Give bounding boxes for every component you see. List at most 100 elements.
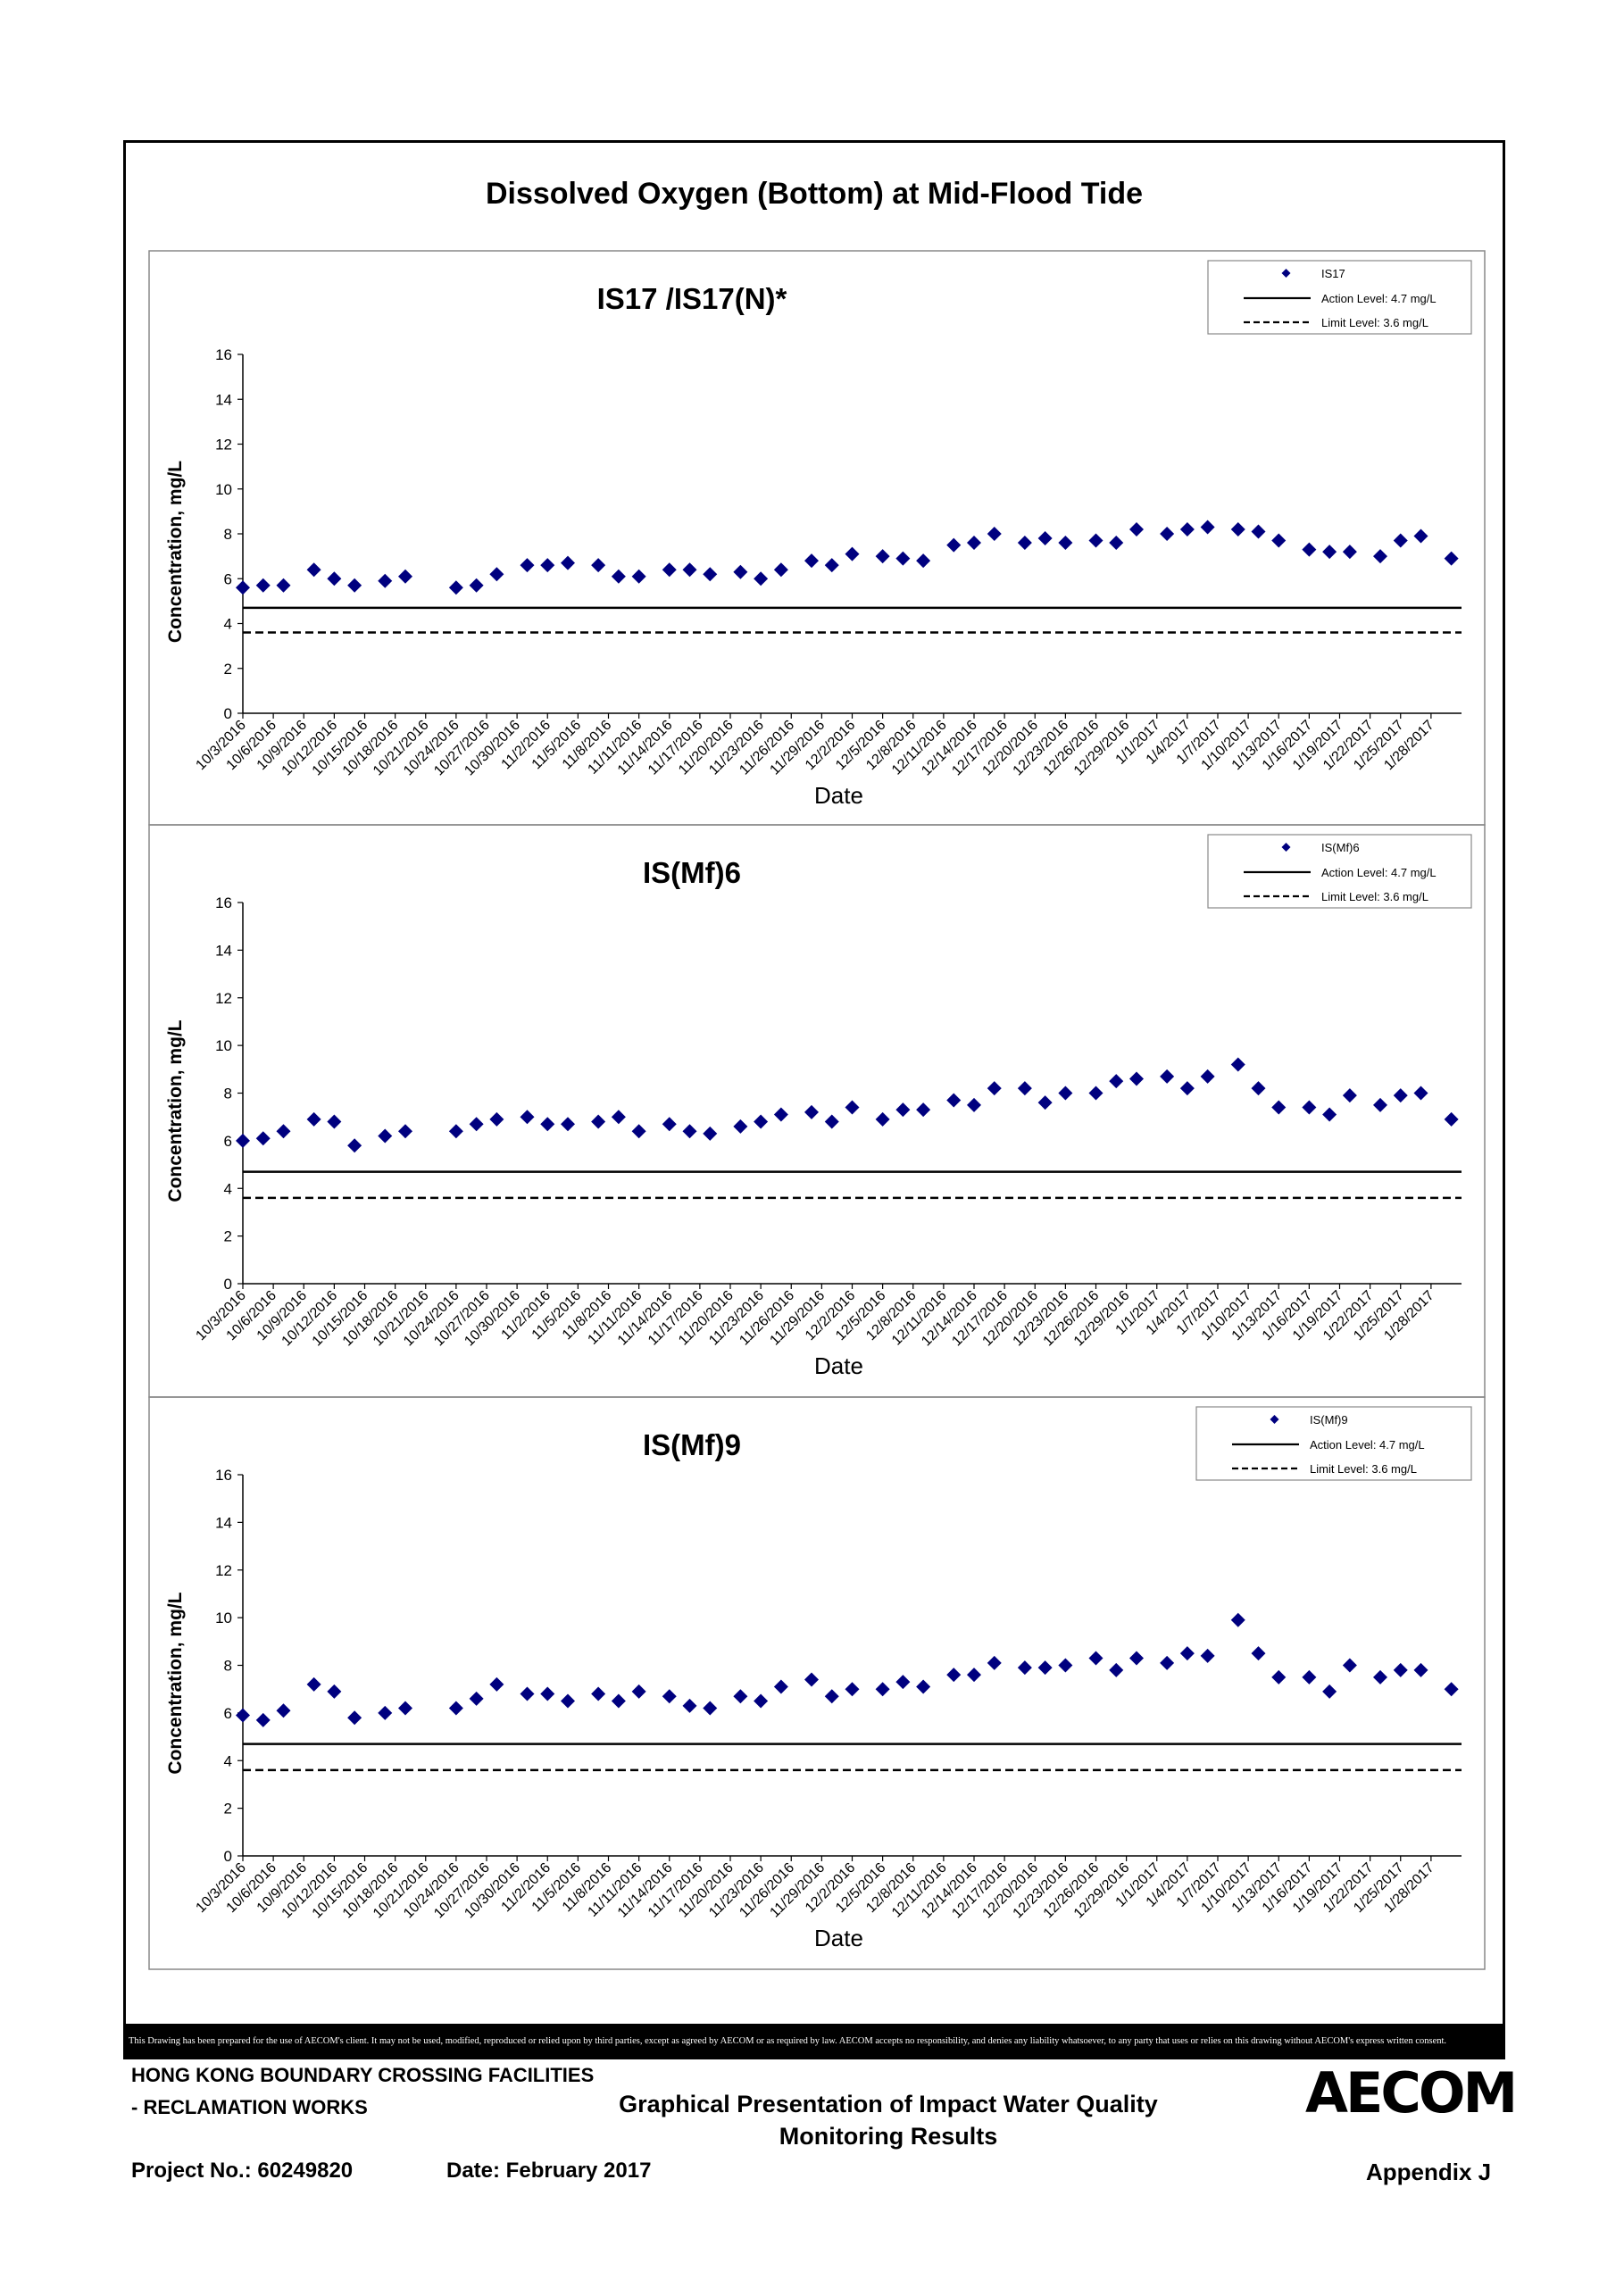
data-point bbox=[845, 1682, 860, 1697]
data-point bbox=[682, 562, 697, 578]
data-point bbox=[1342, 1088, 1357, 1103]
data-point bbox=[398, 1701, 412, 1716]
data-point bbox=[1373, 1669, 1387, 1685]
chart-title: IS17 /IS17(N)* bbox=[597, 282, 787, 315]
data-point bbox=[561, 1117, 575, 1132]
y-tick-label: 16 bbox=[215, 894, 232, 911]
data-point bbox=[469, 1691, 484, 1706]
y-tick-label: 14 bbox=[215, 391, 232, 408]
data-point bbox=[895, 551, 911, 566]
data-point bbox=[631, 569, 646, 584]
data-point bbox=[1251, 524, 1266, 539]
data-point bbox=[347, 578, 362, 593]
y-tick-label: 10 bbox=[215, 481, 232, 498]
data-point bbox=[946, 1093, 962, 1108]
data-point bbox=[378, 1128, 393, 1144]
data-point bbox=[1302, 542, 1317, 557]
data-point bbox=[1109, 1074, 1124, 1089]
data-point bbox=[448, 580, 463, 595]
data-point bbox=[448, 1701, 463, 1716]
data-point bbox=[1271, 533, 1287, 548]
data-point bbox=[1413, 1086, 1428, 1101]
data-point bbox=[703, 567, 718, 582]
y-tick-label: 16 bbox=[215, 346, 232, 363]
data-point bbox=[1058, 1086, 1073, 1101]
data-point bbox=[561, 555, 575, 570]
legend-label: Limit Level: 3.6 mg/L bbox=[1321, 890, 1428, 903]
data-point bbox=[987, 1655, 1002, 1670]
chart-1: IS17 /IS17(N)*024681012141610/3/201610/6… bbox=[148, 250, 1486, 826]
data-point bbox=[1160, 527, 1175, 541]
y-tick-label: 8 bbox=[224, 1086, 232, 1102]
data-point bbox=[276, 578, 291, 593]
data-point bbox=[448, 1124, 463, 1139]
data-point bbox=[1179, 521, 1195, 537]
data-point bbox=[875, 1111, 890, 1127]
legend-label: IS(Mf)6 bbox=[1321, 841, 1360, 854]
data-point bbox=[276, 1124, 291, 1139]
data-point bbox=[967, 536, 981, 551]
data-point bbox=[1179, 1646, 1195, 1661]
data-point bbox=[1393, 1662, 1408, 1677]
data-point bbox=[804, 1672, 819, 1687]
data-point bbox=[1322, 1684, 1337, 1699]
doc-title-line1: Graphical Presentation of Impact Water Q… bbox=[619, 2091, 1158, 2117]
data-point bbox=[773, 1107, 788, 1122]
data-point bbox=[1160, 1655, 1175, 1670]
data-point bbox=[1322, 1107, 1337, 1122]
data-point bbox=[611, 569, 626, 584]
data-point bbox=[398, 569, 412, 584]
data-point bbox=[733, 1689, 748, 1704]
data-point bbox=[489, 1111, 504, 1127]
data-point bbox=[1129, 1651, 1144, 1666]
data-point bbox=[875, 1682, 890, 1697]
y-tick-label: 4 bbox=[224, 1180, 232, 1197]
data-point bbox=[967, 1097, 981, 1112]
y-tick-label: 10 bbox=[215, 1037, 232, 1054]
data-point bbox=[733, 1119, 748, 1134]
legend-label: Limit Level: 3.6 mg/L bbox=[1310, 1462, 1417, 1476]
appendix-label: Appendix J bbox=[1366, 2159, 1492, 2185]
data-point bbox=[1017, 536, 1032, 551]
data-point bbox=[520, 1110, 535, 1125]
data-point bbox=[773, 562, 788, 578]
data-point bbox=[1037, 1095, 1053, 1111]
data-point bbox=[824, 1689, 839, 1704]
data-point bbox=[611, 1693, 626, 1709]
document-date: Date: February 2017 bbox=[446, 2159, 652, 2183]
data-point bbox=[540, 558, 555, 573]
y-axis-label: Concentration, mg/L bbox=[165, 1019, 186, 1202]
data-point bbox=[824, 558, 839, 573]
x-axis-label: Date bbox=[814, 1352, 863, 1379]
data-point bbox=[631, 1124, 646, 1139]
data-point bbox=[662, 1689, 677, 1704]
data-point bbox=[1200, 1069, 1215, 1084]
y-tick-label: 12 bbox=[215, 437, 232, 453]
data-point bbox=[611, 1110, 626, 1125]
data-point bbox=[916, 1679, 931, 1694]
data-point bbox=[378, 1705, 393, 1720]
data-point bbox=[1230, 1057, 1245, 1072]
data-point bbox=[946, 537, 962, 553]
data-point bbox=[306, 562, 321, 578]
data-point bbox=[1088, 1086, 1103, 1101]
y-tick-label: 12 bbox=[215, 990, 232, 1007]
data-point bbox=[804, 1104, 819, 1119]
data-point bbox=[845, 1100, 860, 1115]
data-point bbox=[967, 1668, 981, 1683]
data-point bbox=[1017, 1660, 1032, 1676]
data-point bbox=[327, 1114, 342, 1129]
data-point bbox=[987, 527, 1002, 541]
data-point bbox=[987, 1081, 1002, 1096]
data-point bbox=[489, 1676, 504, 1692]
data-point bbox=[540, 1117, 555, 1132]
data-point bbox=[916, 553, 931, 569]
legend-marker bbox=[1270, 1415, 1279, 1424]
legend-label: Limit Level: 3.6 mg/L bbox=[1321, 316, 1428, 329]
data-point bbox=[276, 1703, 291, 1718]
data-point bbox=[1342, 545, 1357, 560]
data-point bbox=[1160, 1069, 1175, 1084]
data-point bbox=[662, 562, 677, 578]
data-point bbox=[1037, 531, 1053, 546]
chart-3: IS(Mf)9024681012141610/3/201610/6/201610… bbox=[148, 1396, 1486, 1970]
